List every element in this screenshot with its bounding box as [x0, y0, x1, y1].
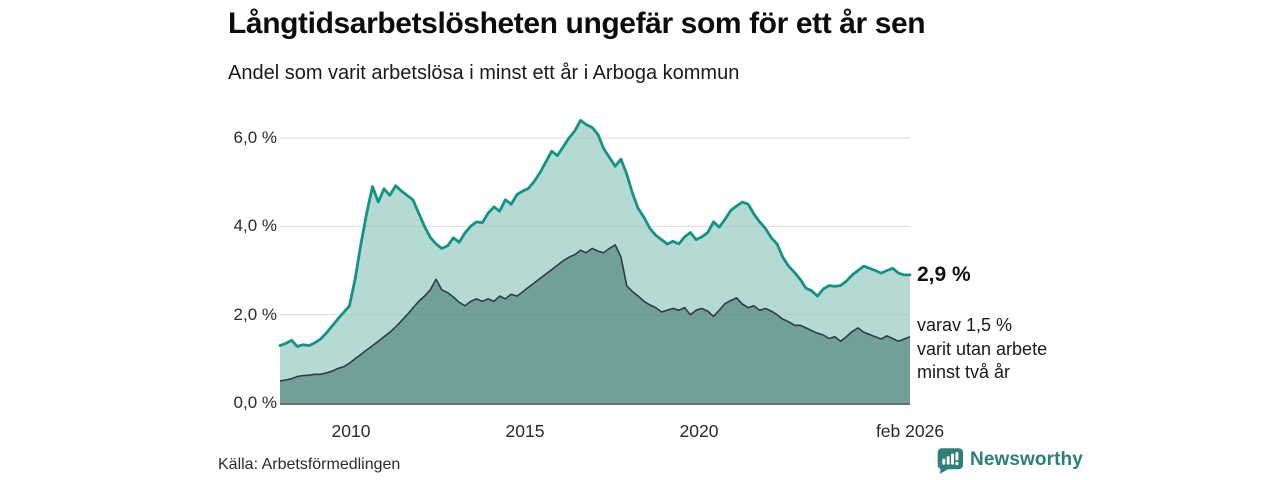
- sub-annotation-line-3: minst två år: [917, 362, 1011, 382]
- logo-bars: [942, 451, 959, 466]
- chart-subtitle: Andel som varit arbetslösa i minst ett å…: [228, 62, 740, 84]
- newsworthy-wordmark: Newsworthy: [970, 449, 1083, 470]
- x-tick-2015: 2015: [505, 421, 545, 441]
- gridlines-overlay: [280, 137, 910, 316]
- x-tick-2010: 2010: [331, 421, 371, 441]
- y-tick-2: 2,0 %: [233, 305, 277, 324]
- speech-bubble-shape: [937, 448, 963, 474]
- y-tick-6: 6,0 %: [233, 128, 277, 147]
- line-two-year-series: [279, 244, 911, 382]
- source-note: Källa: Arbetsförmedlingen: [218, 456, 401, 473]
- y-tick-0: 0,0 %: [233, 393, 277, 412]
- series-sub-annotation: varav 1,5 % varit utan arbete minst två …: [917, 314, 1047, 385]
- area-two-year-series: [280, 244, 910, 403]
- sub-annotation-line-1: varav 1,5 %: [917, 315, 1013, 335]
- x-tick-feb-2026: feb 2026: [875, 421, 945, 441]
- series-end-value-label: 2,9 %: [917, 263, 971, 286]
- x-tick-2020: 2020: [679, 421, 719, 441]
- chart-title: Långtidsarbetslösheten ungefär som för e…: [228, 7, 926, 40]
- line-total-series: [278, 118, 912, 348]
- sub-annotation-line-2: varit utan arbete: [917, 338, 1048, 359]
- y-tick-4: 4,0 %: [233, 216, 277, 235]
- newsworthy-logo-icon: [937, 448, 963, 474]
- newsworthy-brand-link[interactable]: Newsworthy: [936, 446, 1083, 474]
